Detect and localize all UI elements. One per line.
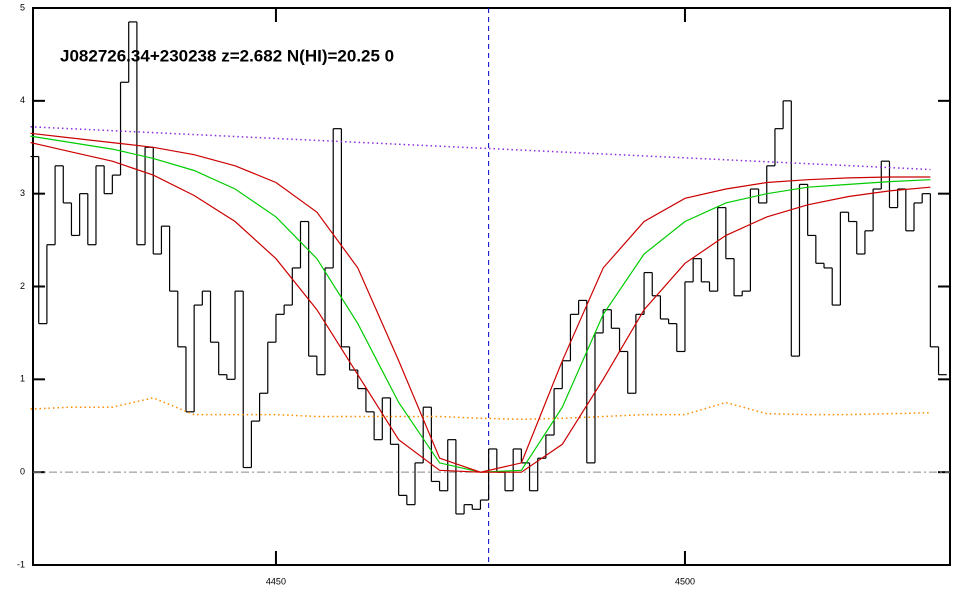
plot-frame — [32, 7, 951, 566]
y-tick-label: 3 — [20, 188, 25, 198]
y-tick-label: -1 — [17, 559, 25, 569]
dotted-curve — [30, 126, 931, 171]
y-tick-label: 1 — [20, 374, 25, 384]
y-tick-label: 4 — [20, 95, 25, 105]
chart-title: J082726.34+230238 z=2.682 N(HI)=20.25 0 — [60, 46, 394, 65]
model-curve — [30, 142, 931, 473]
model-curve — [30, 135, 931, 473]
x-tick-label: 4450 — [266, 576, 286, 586]
y-tick-label: 2 — [20, 281, 25, 291]
dotted-curve — [30, 397, 931, 421]
y-tick-label: 0 — [20, 467, 25, 477]
model-curve — [30, 132, 931, 473]
y-tick-label: 5 — [20, 2, 25, 12]
x-tick-label: 4500 — [675, 576, 695, 586]
